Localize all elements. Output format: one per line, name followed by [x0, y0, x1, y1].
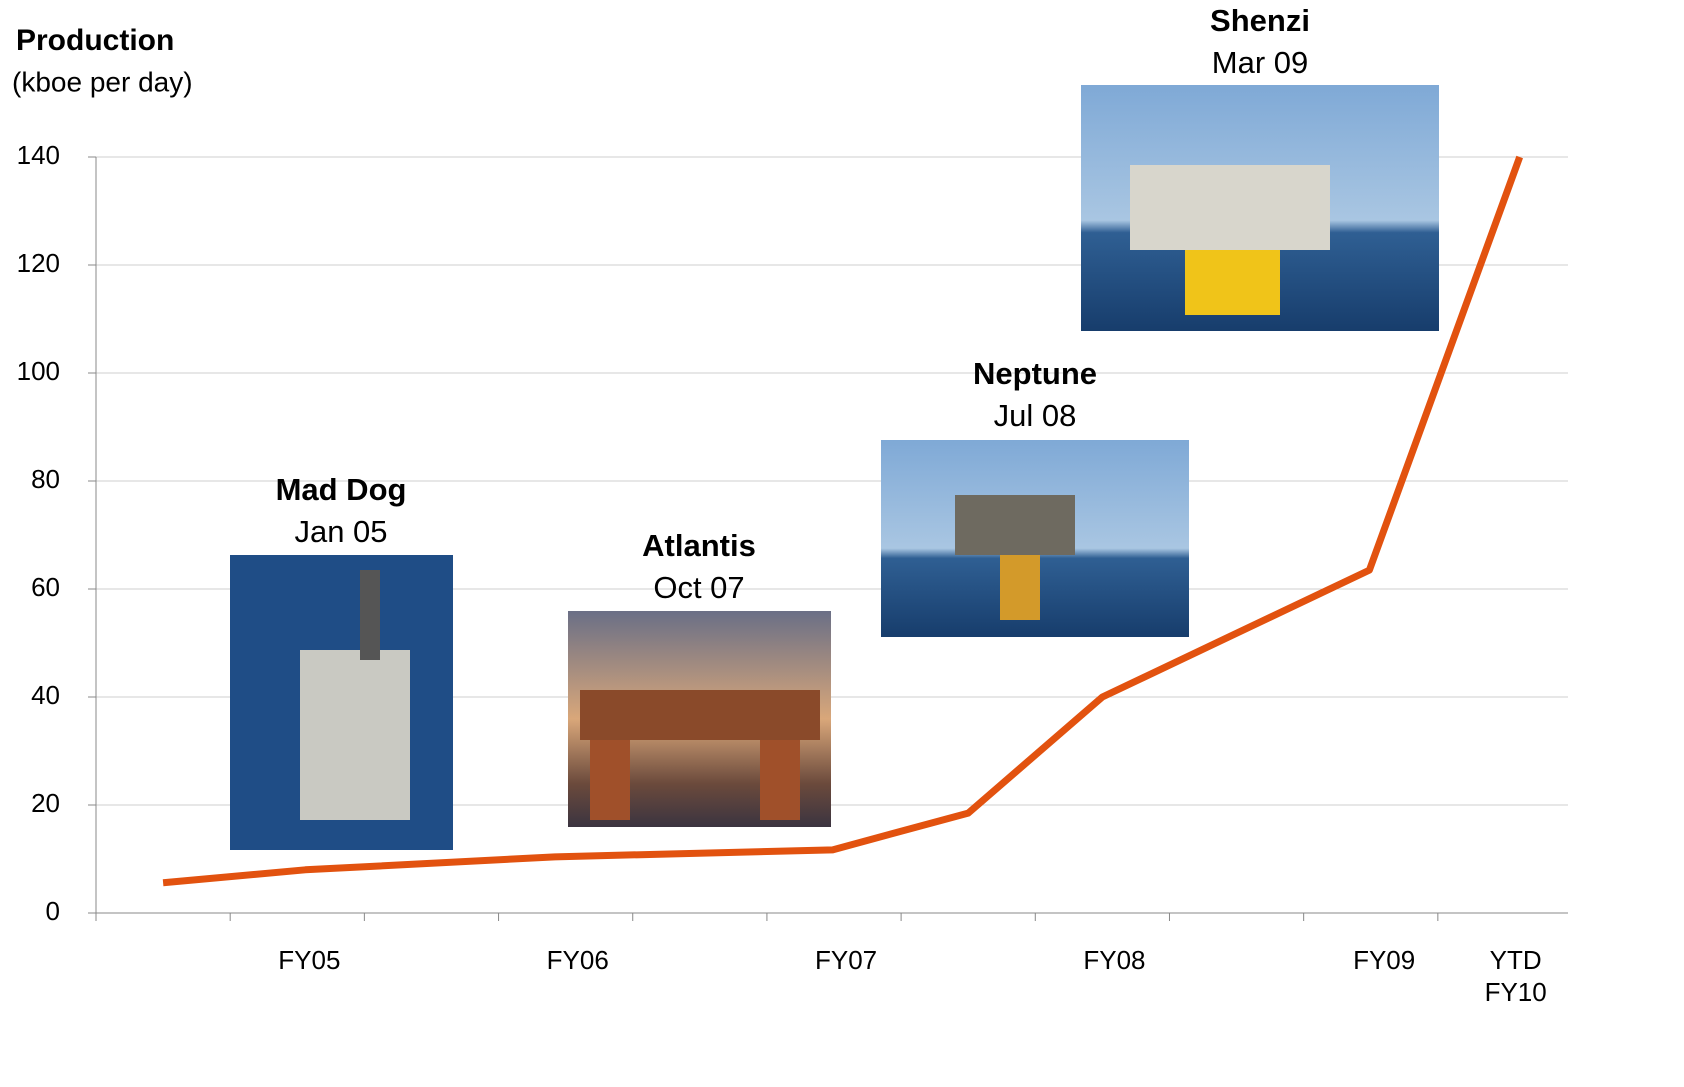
x-tick-label: FY08: [1083, 945, 1146, 975]
platform: [300, 650, 410, 820]
platform: [580, 690, 820, 740]
y-axis-unit: (kboe per day): [12, 66, 193, 97]
y-tick-label: 20: [31, 788, 60, 818]
column: [1185, 250, 1280, 315]
platform: [955, 495, 1075, 555]
photos: [230, 85, 1439, 850]
annotation-title: Shenzi: [1210, 3, 1310, 38]
y-tick-label: 60: [31, 572, 60, 602]
y-tick-label: 0: [46, 896, 60, 926]
annotation-date: Mar 09: [1212, 45, 1308, 80]
y-tick-label: 120: [17, 248, 60, 278]
x-tick-label: YTD FY10: [1484, 945, 1547, 1007]
y-tick-label: 40: [31, 680, 60, 710]
y-tick-label: 100: [17, 356, 60, 386]
column: [760, 740, 800, 820]
x-tick-label: FY07: [815, 945, 878, 975]
column: [590, 740, 630, 820]
x-tick-label: FY05: [278, 945, 341, 975]
column: [1000, 555, 1040, 620]
annotation-date: Jul 08: [994, 398, 1077, 433]
x-tick-label: FY09: [1353, 945, 1416, 975]
y-tick-label: 140: [17, 140, 60, 170]
x-tick-label: FY06: [546, 945, 609, 975]
annotation-date: Oct 07: [653, 570, 744, 605]
platform: [1130, 165, 1330, 250]
annotation-title: Mad Dog: [276, 472, 407, 507]
annotation-title: Atlantis: [642, 528, 756, 563]
derrick: [360, 570, 380, 660]
annotation-title: Neptune: [973, 356, 1097, 391]
y-tick-label: 80: [31, 464, 60, 494]
line: [162, 155, 1523, 887]
y-axis-title: Production: [16, 24, 174, 57]
annotation-date: Jan 05: [294, 514, 387, 549]
